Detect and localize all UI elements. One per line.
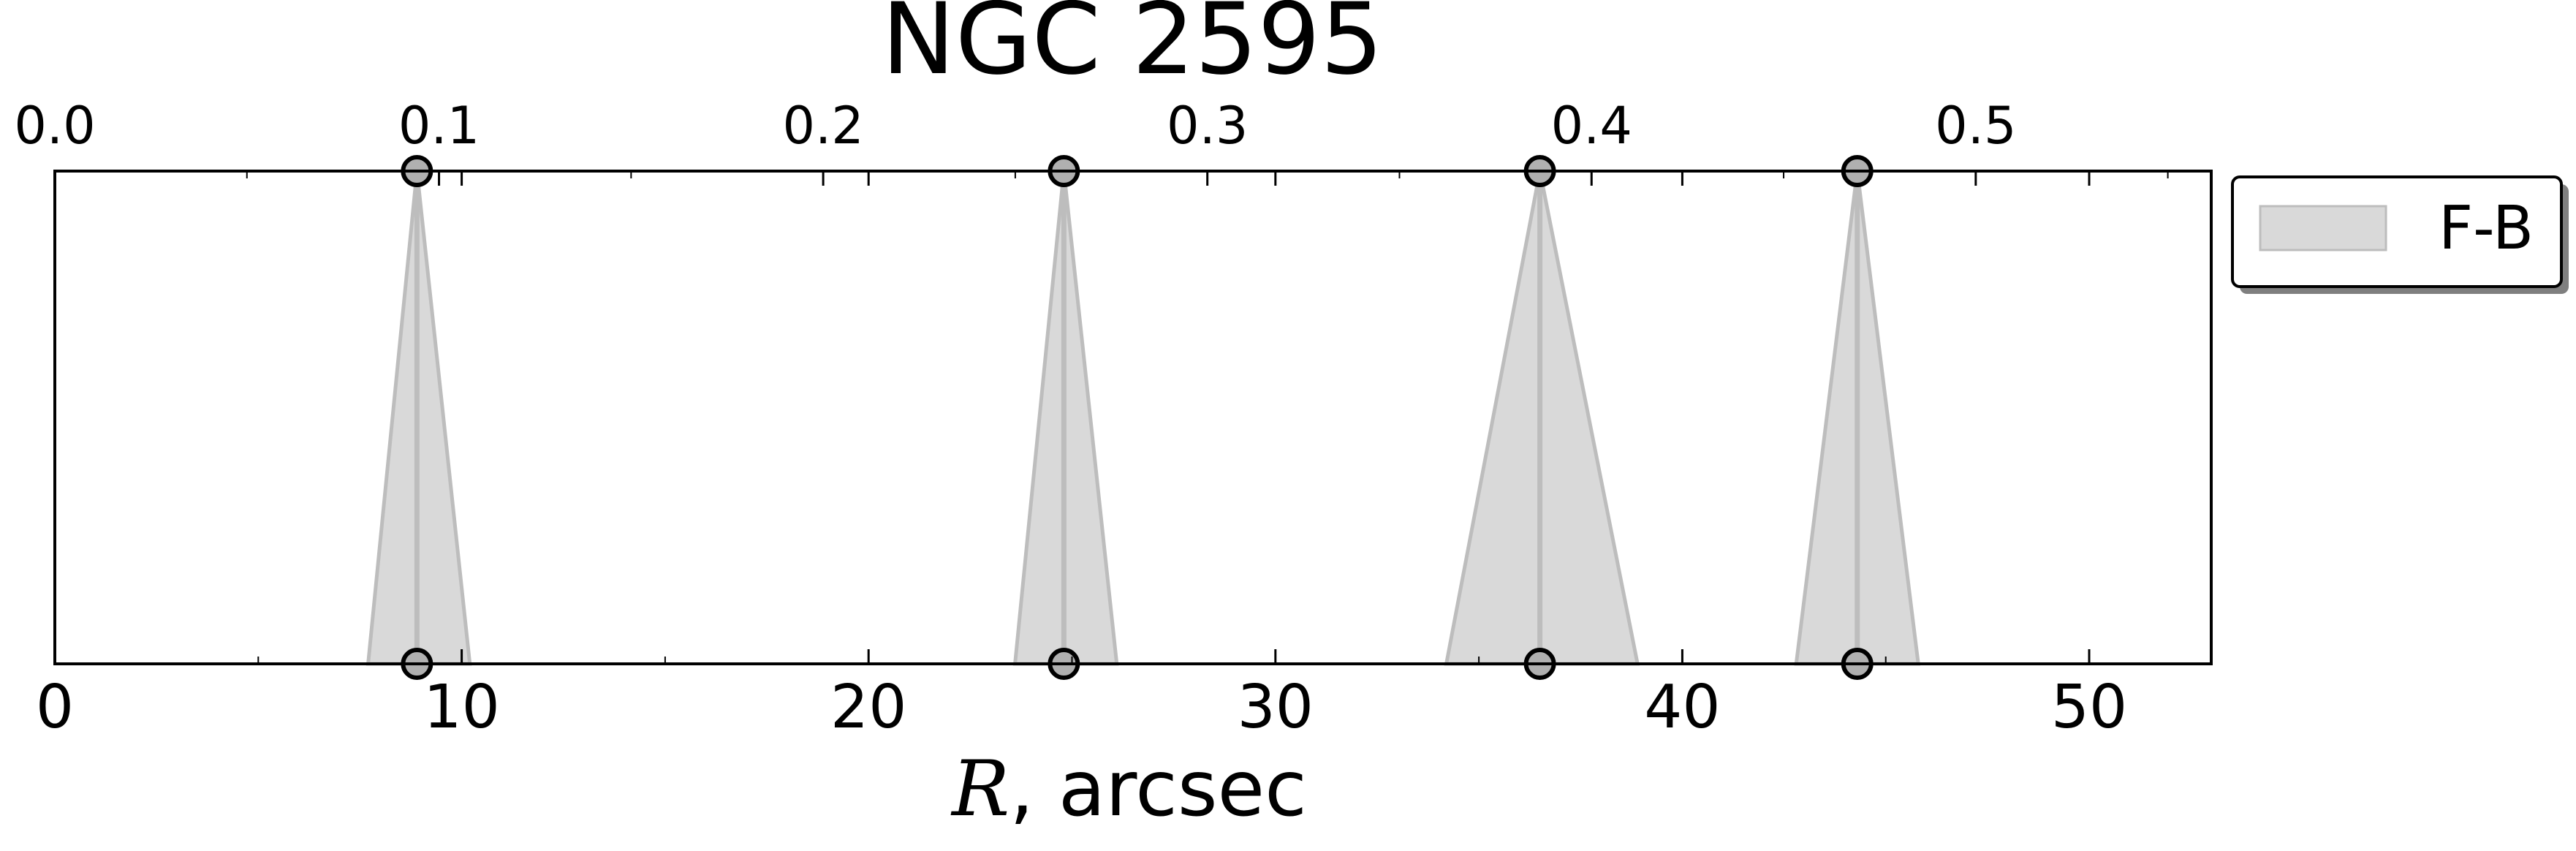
chart-marks xyxy=(365,155,1921,680)
x-top-tick-label-1: 0.1 xyxy=(398,96,480,156)
x-axis-label-symbol: R xyxy=(950,744,1009,833)
x-axis-label-rest: , arcsec xyxy=(1009,744,1307,833)
x-top-tick-label-3: 0.3 xyxy=(1167,96,1248,156)
x-axis-label: R, arcsec xyxy=(950,744,1307,833)
x-top-tick-label-5: 0.5 xyxy=(1935,96,2016,156)
x-bottom-tick-label-4: 40 xyxy=(1644,673,1720,742)
plot-frame xyxy=(53,170,2213,665)
legend: F-B xyxy=(2231,175,2569,294)
legend-swatch xyxy=(2259,205,2387,251)
x-bottom-tick-label-3: 30 xyxy=(1238,673,1314,742)
x-top-tick-label-4: 0.4 xyxy=(1551,96,1632,156)
x-bottom-tick-label-5: 50 xyxy=(2051,673,2127,742)
chart-title: NGC 2595 xyxy=(882,0,1383,97)
x-axis-top: 0.0 0.1 0.2 0.3 0.4 0.5 xyxy=(14,96,2169,186)
x-top-tick-label-0: 0.0 xyxy=(14,96,95,156)
legend-label: F-B xyxy=(2439,194,2534,263)
x-bottom-tick-label-2: 20 xyxy=(830,673,906,742)
x-top-tick-label-2: 0.2 xyxy=(782,96,863,156)
x-bottom-tick-label-1: 10 xyxy=(423,673,499,742)
x-bottom-tick-label-0: 0 xyxy=(36,673,74,742)
legend-box xyxy=(2231,175,2563,288)
x-axis-bottom: 0 10 20 30 40 50 xyxy=(36,171,2127,742)
